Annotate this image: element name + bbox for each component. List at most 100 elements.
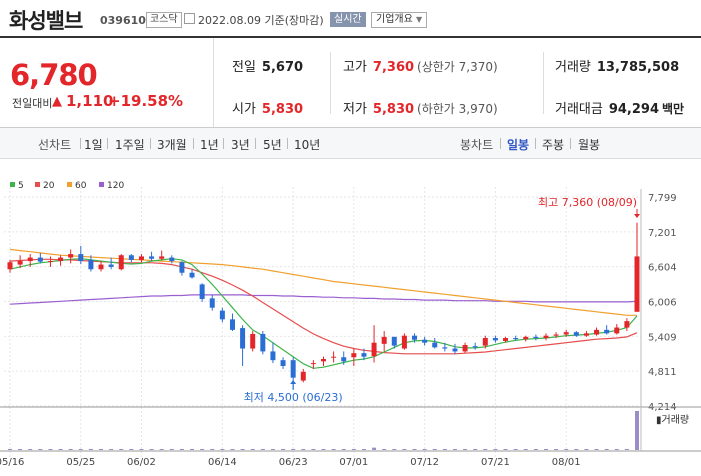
- volume-bar: [584, 449, 589, 450]
- candle-body: [88, 259, 94, 270]
- volume-bar: [28, 449, 33, 450]
- amount-unit: 백만: [662, 102, 685, 116]
- open-label: 시가: [232, 102, 256, 117]
- candle-body: [432, 342, 438, 348]
- period-1week[interactable]: 1주일: [115, 138, 145, 152]
- candle-body: [442, 347, 448, 349]
- volume-bar: [341, 449, 346, 450]
- period-10year[interactable]: 10년: [294, 138, 321, 152]
- volume-label: 거래량: [555, 60, 591, 75]
- volume-bar: [321, 449, 326, 450]
- volume-bar: [179, 449, 184, 450]
- volume-label: ▮거래량: [656, 414, 689, 426]
- candle-daily[interactable]: 일봉: [507, 138, 530, 152]
- stock-name: 화성밸브: [9, 9, 83, 33]
- volume-bar: [301, 449, 306, 450]
- volume-bar: [129, 449, 134, 450]
- candle-body: [78, 254, 84, 262]
- candle-body: [422, 339, 428, 343]
- volume-bar: [109, 449, 114, 450]
- candle-body: [351, 353, 357, 358]
- volume-bar: [311, 449, 316, 450]
- volume-bar: [240, 449, 245, 450]
- period-3year[interactable]: 3년: [231, 138, 250, 152]
- candle-body: [462, 345, 468, 352]
- candle-body: [169, 257, 175, 262]
- divider: [80, 138, 81, 149]
- change-label: 전일대비: [12, 97, 53, 110]
- series-ma120: [9, 294, 638, 305]
- volume-bar: [442, 449, 447, 450]
- current-price: 6,780: [10, 58, 98, 92]
- divider: [223, 138, 224, 149]
- candle-body: [371, 342, 377, 357]
- candle-body: [68, 254, 74, 258]
- candle-body: [37, 257, 43, 262]
- volume-bar: [604, 449, 609, 450]
- candle-chart-label[interactable]: 봉차트: [460, 138, 494, 152]
- volume-cell: 거래량 13,785,508: [555, 56, 679, 75]
- volume-bar: [260, 449, 265, 450]
- low-value: 5,830: [372, 102, 415, 117]
- candle-body: [199, 284, 205, 299]
- candle-body: [604, 329, 610, 334]
- divider: [535, 138, 536, 149]
- candlestick-chart[interactable]: 5 20 60 1207,7997,2016,6046,0065,4094,8114,…: [0, 159, 701, 476]
- prev-close-label: 전일: [232, 60, 256, 75]
- candle-body: [98, 264, 104, 270]
- divider: [330, 52, 331, 114]
- volume-bar: [543, 449, 548, 450]
- stock-header: 화성밸브 039610 코스닥 2022.08.09 기준(장마감) 실시간 기…: [0, 0, 701, 38]
- divider: [150, 138, 151, 149]
- period-3month[interactable]: 3개월: [157, 138, 187, 152]
- divider: [287, 138, 288, 149]
- series-ma20: [9, 258, 638, 355]
- chevron-down-icon: ▼: [416, 15, 423, 24]
- lower-limit: (하한가 3,970): [417, 102, 498, 116]
- volume-bar: [624, 449, 629, 450]
- candle-body: [553, 334, 559, 336]
- volume-bar: [291, 449, 296, 450]
- volume-bar: [594, 449, 599, 450]
- volume-value: 13,785,508: [596, 60, 680, 75]
- line-chart-label[interactable]: 선차트: [38, 138, 72, 152]
- candle-body: [209, 298, 215, 308]
- company-info-label: 기업개요: [376, 14, 413, 25]
- y-tick-label: 7,799: [648, 193, 677, 204]
- period-1day[interactable]: 1일: [84, 138, 103, 152]
- candle-body: [17, 261, 23, 265]
- candle-body: [229, 319, 235, 330]
- candle-body: [573, 332, 579, 336]
- candle-body: [583, 333, 589, 336]
- candle-body: [138, 256, 144, 260]
- volume-bar: [78, 449, 83, 450]
- company-info-dropdown[interactable]: 기업개요 ▼: [371, 12, 428, 28]
- y-tick-label: 7,201: [648, 228, 677, 239]
- candle-body: [523, 336, 529, 340]
- x-tick-label: 07/21: [481, 457, 510, 468]
- candle-monthly[interactable]: 월봉: [578, 138, 601, 152]
- candle-body: [300, 371, 306, 381]
- candle-body: [492, 338, 498, 341]
- x-tick-label: 06/14: [208, 457, 237, 468]
- candle-body: [412, 335, 418, 340]
- candle-weekly[interactable]: 주봉: [542, 138, 565, 152]
- candle-body: [513, 338, 519, 340]
- candle-body: [108, 264, 114, 267]
- divider: [570, 138, 571, 149]
- candle-body: [149, 256, 155, 259]
- volume-bar: [139, 449, 144, 450]
- amount-label: 거래대금: [555, 102, 603, 117]
- up-arrow-icon: ▲: [52, 94, 62, 109]
- volume-bar: [493, 449, 498, 450]
- candle-body: [250, 333, 256, 349]
- volume-bar: [564, 449, 569, 450]
- volume-bar: [68, 449, 73, 450]
- period-5year[interactable]: 5년: [263, 138, 282, 152]
- volume-bar: [523, 449, 528, 450]
- volume-bar: [473, 449, 478, 450]
- low-arrow-icon: [290, 380, 297, 384]
- period-1year[interactable]: 1년: [200, 138, 219, 152]
- realtime-button[interactable]: 실시간: [330, 12, 366, 27]
- candle-body: [260, 333, 266, 352]
